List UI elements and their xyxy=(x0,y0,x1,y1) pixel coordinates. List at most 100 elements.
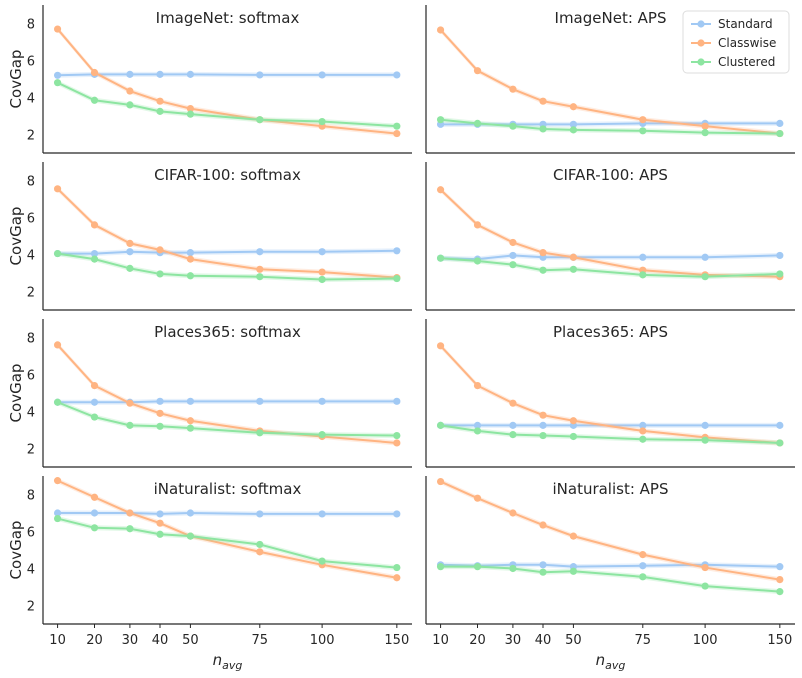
series-band xyxy=(57,26,397,137)
data-point xyxy=(639,551,647,559)
data-point xyxy=(53,398,62,406)
series-line xyxy=(57,401,397,437)
data-point xyxy=(776,129,784,138)
data-point xyxy=(186,509,195,517)
series-line xyxy=(56,344,397,444)
x-tick-label: 10 xyxy=(49,633,66,648)
data-point xyxy=(156,246,164,254)
series-band xyxy=(440,564,780,595)
panel-title: iNaturalist: APS xyxy=(552,480,668,498)
series-band xyxy=(57,399,397,439)
data-point xyxy=(393,574,401,582)
data-point xyxy=(701,122,709,130)
series-standard xyxy=(53,70,401,79)
panel-7: iNaturalist: APS 10 20 30 40 50 75 100 150 xyxy=(425,476,795,648)
data-point xyxy=(53,249,62,258)
series-band xyxy=(440,479,780,583)
data-point xyxy=(90,68,99,77)
series-band xyxy=(440,255,780,280)
data-point xyxy=(639,271,647,279)
data-point xyxy=(393,129,401,138)
data-point xyxy=(256,548,264,556)
series-standard xyxy=(53,397,401,406)
data-point xyxy=(701,421,709,429)
data-point xyxy=(436,342,445,350)
xlabels-group: navg navg xyxy=(213,651,626,672)
data-point xyxy=(509,431,517,439)
data-point xyxy=(473,421,482,429)
x-tick-label: 100 xyxy=(693,633,718,648)
data-point xyxy=(156,422,164,430)
data-point xyxy=(776,251,784,260)
data-point xyxy=(156,409,164,417)
series-clustered xyxy=(53,514,401,572)
data-point xyxy=(256,265,264,273)
data-point xyxy=(436,477,445,486)
ylabels-group: CovGap CovGap CovGap CovGap xyxy=(7,50,25,580)
data-point xyxy=(156,397,164,405)
data-point xyxy=(473,427,482,435)
series-band xyxy=(57,342,397,446)
data-point xyxy=(126,70,134,78)
data-point xyxy=(186,272,195,280)
legend: Standard Classwise Clustered xyxy=(682,10,790,74)
series-clustered xyxy=(436,116,784,138)
data-point xyxy=(473,382,482,390)
series-classwise xyxy=(436,477,784,584)
x-tick-label: 75 xyxy=(635,633,652,648)
series-line xyxy=(57,73,397,77)
data-point xyxy=(539,561,547,569)
series-clustered xyxy=(436,254,784,281)
data-point xyxy=(569,532,578,540)
series-clustered xyxy=(53,79,401,130)
data-point xyxy=(509,238,517,247)
data-point xyxy=(701,436,709,444)
data-point xyxy=(393,274,401,283)
data-point xyxy=(569,103,578,111)
data-point xyxy=(186,249,195,257)
series-line xyxy=(56,188,397,279)
panel-title: ImageNet: APS xyxy=(555,9,667,27)
y-axis-label: CovGap xyxy=(7,50,25,109)
y-tick-label: 4 xyxy=(27,92,35,107)
series-line xyxy=(57,252,397,281)
data-point xyxy=(509,399,517,407)
panel-title: iNaturalist: softmax xyxy=(154,480,302,498)
data-point xyxy=(639,427,647,435)
series-line xyxy=(57,249,397,255)
data-point xyxy=(701,273,709,281)
data-point xyxy=(473,563,482,571)
data-point xyxy=(156,107,164,115)
x-tick-label: 40 xyxy=(535,633,552,648)
panel-3: CIFAR-100: APS xyxy=(425,162,795,311)
data-point xyxy=(126,239,134,247)
series-line xyxy=(439,189,780,278)
data-point xyxy=(509,421,517,429)
data-point xyxy=(186,255,195,263)
legend-label: Classwise xyxy=(718,36,776,50)
series-line xyxy=(57,517,397,569)
data-point xyxy=(393,122,401,130)
data-point xyxy=(126,509,134,517)
data-point xyxy=(473,494,482,502)
data-point xyxy=(318,510,326,518)
data-point xyxy=(126,87,134,95)
data-point xyxy=(318,275,326,284)
data-point xyxy=(393,439,401,447)
y-tick-label: 2 xyxy=(27,286,35,301)
data-point xyxy=(639,573,647,581)
x-tick-label: 20 xyxy=(86,633,103,648)
series-classwise xyxy=(53,185,401,282)
panel-title: CIFAR-100: softmax xyxy=(154,166,301,184)
data-point xyxy=(318,397,326,405)
panel-title: ImageNet: softmax xyxy=(156,9,300,27)
data-point xyxy=(186,70,195,78)
data-point xyxy=(701,253,709,261)
data-point xyxy=(701,129,709,137)
y-tick-label: 4 xyxy=(27,249,35,264)
panel-0: ImageNet: softmax 2 4 6 8 xyxy=(27,5,412,154)
data-point xyxy=(473,119,482,127)
data-point xyxy=(436,421,445,429)
series-band xyxy=(440,343,780,446)
series-line xyxy=(57,81,397,128)
